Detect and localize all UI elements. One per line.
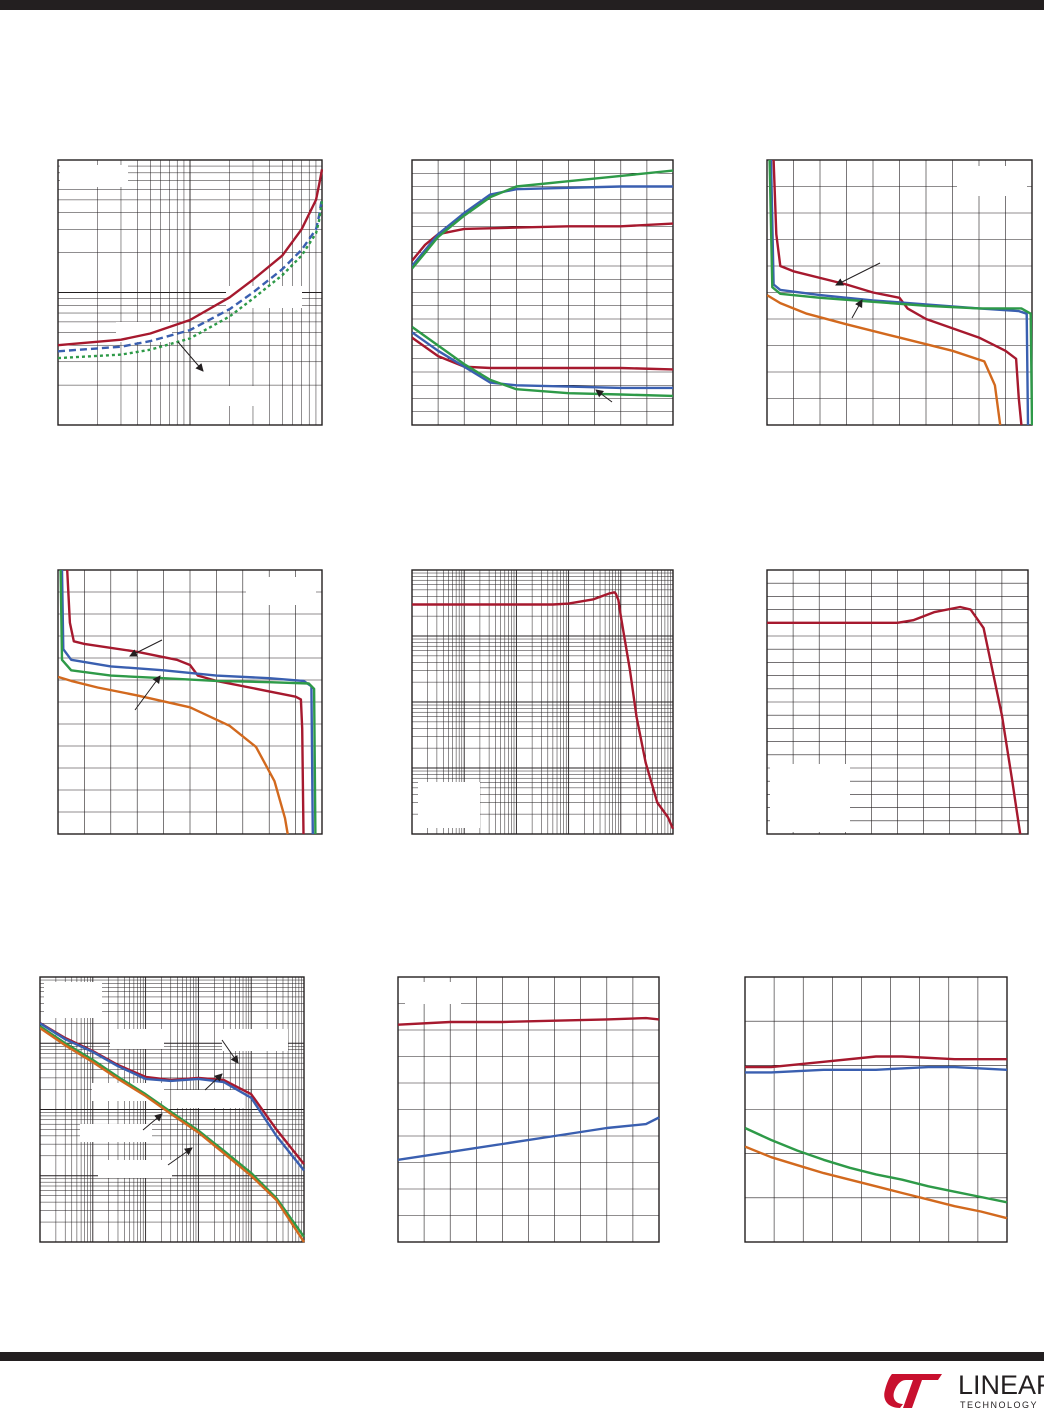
logo-mark xyxy=(884,1374,942,1408)
logo-wordmark: LINEAR xyxy=(958,1370,1044,1400)
series-line-4 xyxy=(412,336,674,371)
annotation-box xyxy=(770,764,850,832)
annotation-box xyxy=(172,1090,244,1108)
plot-frame xyxy=(397,976,660,1243)
chart-panel-8 xyxy=(397,976,660,1243)
annotation-box xyxy=(226,286,302,308)
chart-panel-3 xyxy=(766,159,1033,426)
leader-arrow xyxy=(595,389,613,403)
logo-tagline: TECHNOLOGY xyxy=(960,1400,1039,1410)
annotation-box xyxy=(60,165,128,187)
series-line-4 xyxy=(58,675,289,835)
chart-panel-4 xyxy=(57,569,323,835)
grid xyxy=(398,977,659,1242)
series-line-2 xyxy=(769,159,1030,426)
chart-panel-2 xyxy=(411,159,674,426)
annotation-box xyxy=(80,1124,152,1142)
chart-panel-6 xyxy=(766,569,1029,835)
series-line-3 xyxy=(412,169,674,270)
leader-arrow xyxy=(134,675,161,711)
grid xyxy=(745,977,1007,1242)
plot-frame xyxy=(744,976,1008,1243)
leader-arrow xyxy=(221,1039,239,1064)
plot-frame xyxy=(57,159,323,426)
chart-panel-1 xyxy=(57,159,323,426)
series-line-1 xyxy=(412,591,674,830)
series-line-3 xyxy=(40,1025,305,1238)
series-line-1 xyxy=(412,222,674,262)
annotation-box xyxy=(44,982,102,1018)
annotation-box xyxy=(98,1160,172,1178)
series-line-2 xyxy=(745,1065,1008,1074)
series-line-3 xyxy=(745,1126,1008,1204)
series-line-1 xyxy=(66,569,305,835)
annotation-box xyxy=(195,386,257,406)
leader-arrow xyxy=(167,1147,193,1166)
annotation-box xyxy=(110,1029,164,1049)
series-line-1 xyxy=(58,169,323,347)
grid xyxy=(39,977,304,1243)
series-line-1 xyxy=(745,1055,1007,1069)
annotation-box xyxy=(246,577,316,605)
leader-arrow xyxy=(177,341,204,372)
header-rule xyxy=(0,0,1044,10)
leader-arrow xyxy=(142,1113,163,1131)
series-line-6 xyxy=(412,325,674,398)
plot-frame xyxy=(39,976,305,1243)
plot-frame xyxy=(766,159,1033,426)
chart-panel-9 xyxy=(744,976,1008,1243)
series-line-2 xyxy=(412,185,673,267)
series-line-3 xyxy=(768,159,1033,426)
leader-arrow xyxy=(129,639,163,657)
leader-arrow xyxy=(835,262,881,286)
series-line-2 xyxy=(40,1022,305,1172)
series-line-4 xyxy=(40,1027,305,1243)
series-line-4 xyxy=(745,1145,1008,1220)
grid xyxy=(58,570,322,834)
plot-frame xyxy=(411,159,674,426)
annotation-box xyxy=(418,782,480,828)
footer-rule xyxy=(0,1352,1044,1361)
plot-frame xyxy=(411,569,674,835)
plot-frame xyxy=(766,569,1029,835)
chart-panel-7 xyxy=(39,976,305,1243)
series-line-3 xyxy=(59,569,317,835)
grid xyxy=(411,570,673,835)
leader-arrow xyxy=(204,1073,223,1091)
annotation-box xyxy=(405,982,461,1004)
series-line-2 xyxy=(398,1116,660,1161)
series-line-4 xyxy=(767,294,1002,426)
leader-arrow xyxy=(851,299,863,319)
series-line-1 xyxy=(398,1016,660,1026)
series-line-1 xyxy=(767,605,1022,835)
linear-technology-logo-icon xyxy=(884,1374,942,1408)
plot-frame xyxy=(57,569,323,835)
annotation-box xyxy=(222,1029,288,1051)
annotation-box xyxy=(957,166,1027,196)
chart-panel-5 xyxy=(411,569,674,835)
